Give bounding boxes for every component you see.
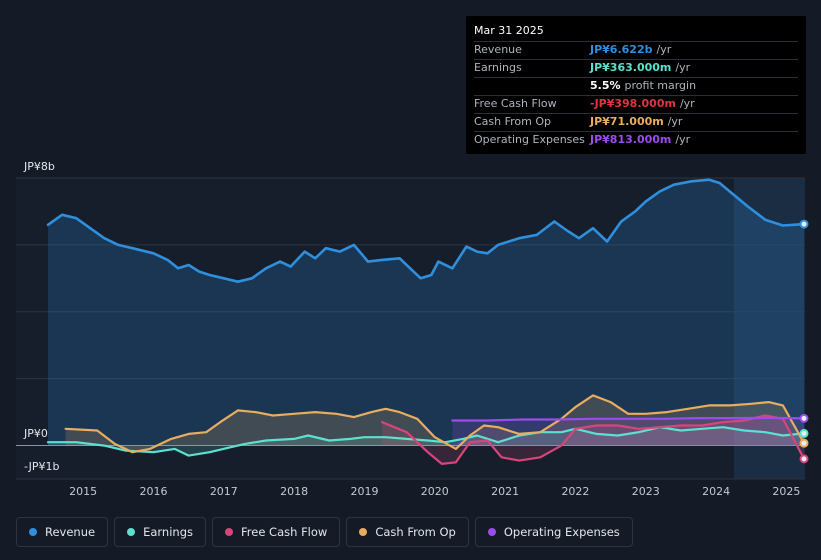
tooltip-row-unit: profit margin — [624, 79, 697, 92]
tooltip-row: Earnings JP¥363.000m/yr — [474, 59, 798, 77]
legend-item-revenue[interactable]: Revenue — [16, 517, 109, 547]
free-cash-flow-area — [382, 415, 804, 464]
legend-item-operating-expenses[interactable]: Operating Expenses — [474, 517, 633, 547]
operating-expenses-line — [451, 416, 806, 422]
x-axis-ticks: 2015 2016 2017 2018 2019 2020 2021 2022 2023 2024… — [69, 485, 800, 498]
free-cash-flow-line — [380, 414, 806, 465]
revenue-area — [48, 179, 804, 446]
free-cash-flow-end-marker — [799, 454, 809, 464]
legend-dot-icon — [127, 528, 136, 536]
legend-label: Operating Expenses — [503, 525, 620, 539]
legend-label: Revenue — [45, 525, 96, 539]
data-tooltip: Mar 31 2025 Revenue JP¥6.622b/yr Earnings J… — [466, 16, 806, 154]
earnings-line — [46, 426, 806, 457]
tooltip-row-label: Cash From Op — [474, 115, 552, 128]
legend-dot-icon — [225, 528, 233, 536]
operating-expenses-end-marker — [799, 413, 809, 423]
tooltip-row-value: JP¥6.622b — [590, 43, 653, 56]
tooltip-row-value: JP¥813.000m — [590, 133, 672, 146]
tooltip-row-label — [474, 78, 590, 95]
x-tick-label: 2023 — [632, 485, 660, 498]
series-lines — [46, 178, 806, 465]
x-tick-label: 2024 — [702, 485, 730, 498]
tooltip-row: Free Cash Flow -JP¥398.000m/yr — [474, 95, 798, 113]
y-axis-zero-label: JP¥0 — [23, 427, 48, 440]
tooltip-row-unit: /yr — [667, 115, 683, 128]
tooltip-row-unit: /yr — [679, 97, 695, 110]
tooltip-row-unit: /yr — [656, 43, 672, 56]
x-tick-label: 2021 — [491, 485, 519, 498]
tooltip-date: Mar 31 2025 — [474, 24, 544, 37]
cash-from-op-line — [64, 394, 806, 454]
legend-dot-icon — [487, 528, 496, 536]
legend-label: Cash From Op — [375, 525, 456, 539]
operating-expenses-area — [452, 417, 804, 446]
tooltip-row-unit: /yr — [675, 61, 691, 74]
tooltip-row: Cash From Op JP¥71.000m/yr — [474, 113, 798, 131]
earnings-end-marker — [799, 428, 809, 438]
x-tick-label: 2016 — [139, 485, 167, 498]
x-tick-label: 2017 — [210, 485, 238, 498]
tooltip-row-label: Operating Expenses — [474, 133, 585, 146]
tooltip-row: Revenue JP¥6.622b/yr — [474, 41, 798, 59]
legend-dot-icon — [359, 528, 368, 536]
x-tick-label: 2022 — [561, 485, 589, 498]
tooltip-row-value: JP¥71.000m — [590, 115, 664, 128]
tooltip-row: 5.5% profit margin — [474, 77, 798, 95]
forecast-highlight-band — [734, 178, 805, 479]
x-tick-label: 2019 — [350, 485, 378, 498]
x-tick-label: 2018 — [280, 485, 308, 498]
x-tick-label: 2020 — [421, 485, 449, 498]
legend-item-free-cash-flow[interactable]: Free Cash Flow — [212, 517, 341, 547]
revenue-end-marker — [799, 219, 809, 229]
tooltip-row-value: JP¥363.000m — [590, 61, 672, 74]
legend-item-earnings[interactable]: Earnings — [114, 517, 206, 547]
y-axis-bottom-label: -JP¥1b — [24, 460, 59, 473]
cash-from-op-area — [65, 395, 805, 453]
tooltip-row-label: Earnings — [474, 61, 522, 74]
legend-dot-icon — [29, 528, 37, 536]
legend-item-cash-from-op[interactable]: Cash From Op — [346, 517, 469, 547]
chart-legend: Revenue Earnings Free Cash Flow Cash From O… — [16, 517, 633, 549]
tooltip-rows: Revenue JP¥6.622b/yr Earnings JP¥363.000m/y… — [474, 41, 798, 149]
legend-label: Earnings — [143, 525, 193, 539]
revenue-line — [46, 178, 806, 283]
x-tick-label: 2015 — [69, 485, 97, 498]
tooltip-row-label: Revenue — [474, 43, 522, 56]
tooltip-row-value: 5.5% — [590, 79, 621, 92]
x-tick-label: 2025 — [772, 485, 800, 498]
legend-label: Free Cash Flow — [241, 525, 328, 539]
tooltip-row-value: -JP¥398.000m — [590, 97, 676, 110]
tooltip-row: Operating Expenses JP¥813.000m/yr — [474, 131, 798, 149]
tooltip-row-label: Free Cash Flow — [474, 97, 557, 110]
y-axis-top-label: JP¥8b — [23, 160, 55, 173]
gridlines — [16, 177, 805, 480]
cash-from-op-end-marker — [799, 438, 809, 448]
series-end-markers — [799, 219, 809, 464]
tooltip-row-unit: /yr — [675, 133, 691, 146]
